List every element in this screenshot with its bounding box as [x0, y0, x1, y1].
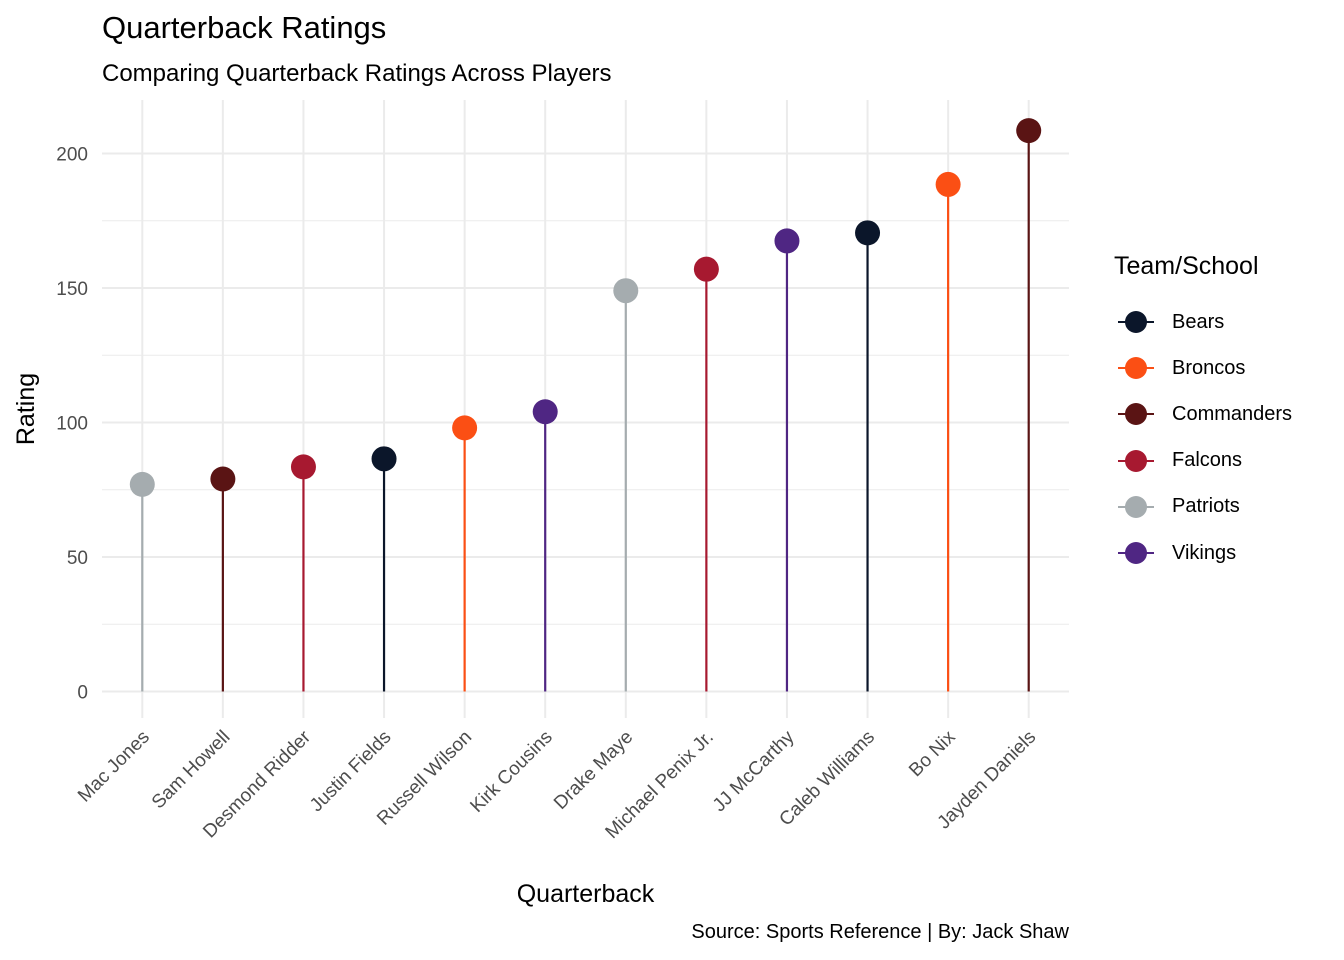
legend-item-broncos: Broncos: [1114, 345, 1292, 391]
lollipop-point: [1016, 118, 1042, 144]
lollipop-point: [290, 454, 316, 480]
legend-key: [1114, 353, 1158, 383]
x-tick-label: Mac Jones: [74, 727, 154, 807]
lollipop-point: [129, 471, 155, 497]
legend-item-patriots: Patriots: [1114, 484, 1292, 530]
x-axis-label: Quarterback: [517, 880, 655, 908]
y-tick-label: 200: [56, 145, 88, 166]
x-tick-label: JJ McCarthy: [709, 726, 799, 816]
x-tick-label: Drake Maye: [550, 727, 637, 814]
legend-key: [1114, 446, 1158, 476]
lollipop-point: [693, 256, 719, 282]
y-tick-label: 0: [77, 683, 88, 704]
y-axis-label: Rating: [12, 373, 40, 445]
legend: Team/School Bears Broncos Commanders Falcon…: [1114, 252, 1292, 576]
lollipop-point: [855, 220, 881, 246]
legend-item-commanders: Commanders: [1114, 391, 1292, 437]
legend-key: [1114, 538, 1158, 568]
y-tick-label: 100: [56, 414, 88, 435]
lollipop-point: [935, 171, 961, 197]
lollipop-point: [613, 278, 639, 304]
legend-key: [1114, 399, 1158, 429]
legend-label: Falcons: [1172, 449, 1243, 472]
lollipop-point: [210, 466, 236, 492]
legend-label: Broncos: [1172, 356, 1246, 379]
y-tick-labels: 0 50 100 150 200: [56, 145, 88, 704]
y-tick-label: 50: [67, 548, 88, 569]
grid-layer: [102, 100, 1069, 718]
legend-items: Bears Broncos Commanders Falcons Patriots Vik…: [1114, 299, 1292, 576]
lollipop-point: [532, 399, 558, 425]
legend-label: Bears: [1172, 310, 1225, 333]
lollipop-point: [774, 228, 800, 254]
y-tick-label: 150: [56, 279, 88, 300]
legend-item-falcons: Falcons: [1114, 438, 1292, 484]
x-tick-label: Sam Howell: [148, 727, 235, 814]
legend-title: Team/School: [1114, 252, 1259, 280]
legend-key: [1114, 492, 1158, 522]
legend-label: Patriots: [1172, 495, 1240, 518]
legend-label: Vikings: [1172, 541, 1237, 564]
legend-label: Commanders: [1172, 402, 1293, 425]
chart-subtitle: Comparing Quarterback Ratings Across Pla…: [102, 60, 612, 87]
x-tick-label: Kirk Cousins: [466, 727, 556, 817]
legend-key: [1114, 307, 1158, 337]
lollipop-marks: [129, 118, 1042, 692]
x-tick-label: Bo Nix: [905, 726, 960, 781]
lollipop-point: [452, 415, 478, 441]
legend-item-vikings: Vikings: [1114, 530, 1292, 576]
lollipop-point: [371, 446, 397, 472]
x-tick-label: Justin Fields: [306, 727, 396, 817]
chart-caption: Source: Sports Reference | By: Jack Shaw: [691, 921, 1069, 943]
legend-item-bears: Bears: [1114, 299, 1292, 345]
chart-title: Quarterback Ratings: [102, 10, 387, 45]
